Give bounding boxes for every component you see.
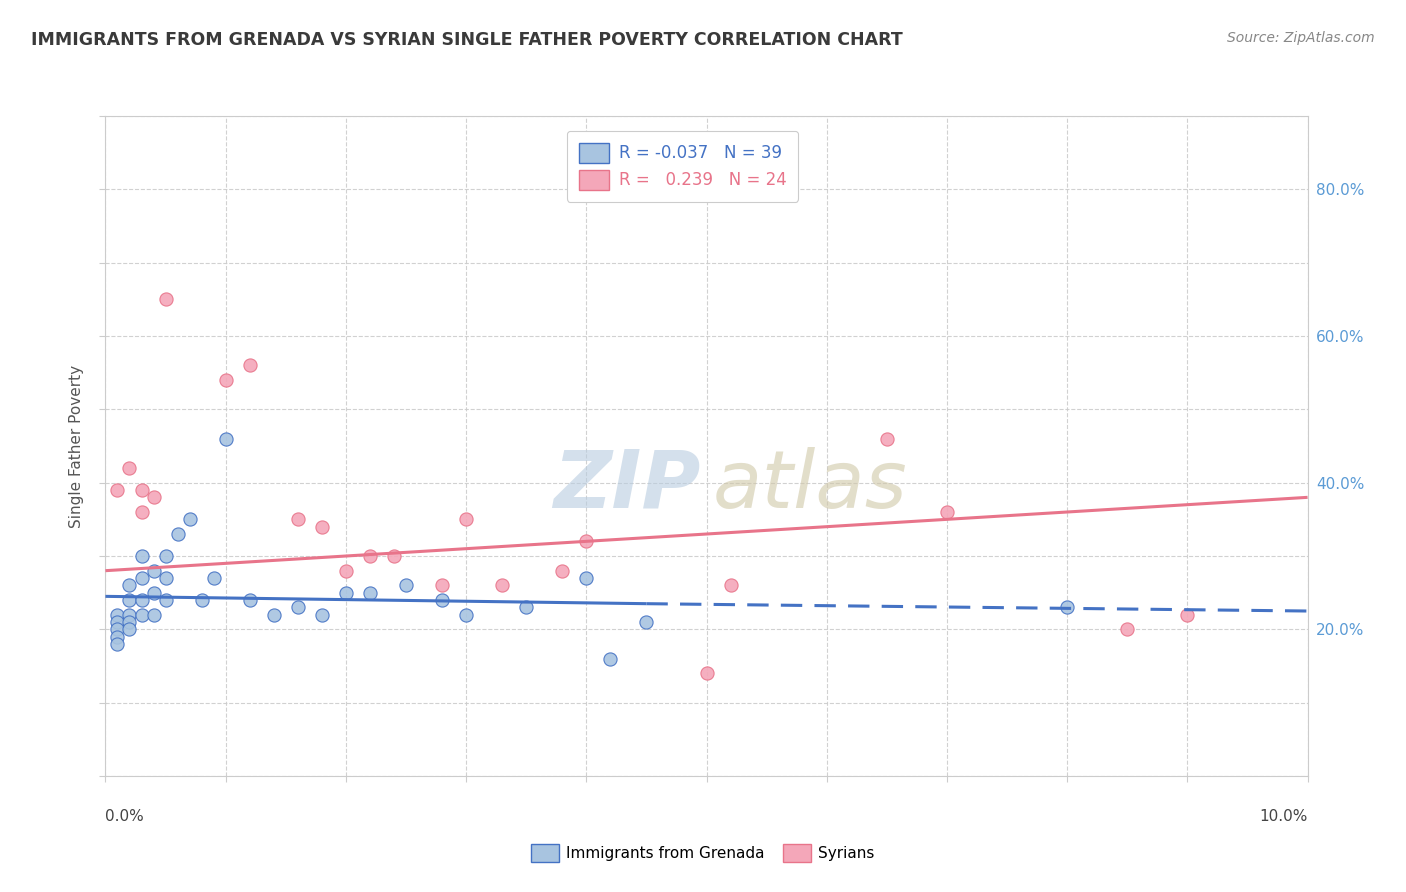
Point <box>107 623 129 637</box>
Point <box>696 666 718 681</box>
Point <box>395 578 418 592</box>
Point <box>155 593 177 607</box>
Point <box>430 593 453 607</box>
Point <box>359 549 381 563</box>
Y-axis label: Single Father Poverty: Single Father Poverty <box>69 365 84 527</box>
Point <box>454 512 477 526</box>
Point <box>190 593 212 607</box>
Point <box>575 534 598 549</box>
Point <box>142 491 165 505</box>
Point <box>335 564 357 578</box>
Point <box>118 607 141 622</box>
Point <box>636 615 658 629</box>
Point <box>491 578 513 592</box>
Point <box>214 432 236 446</box>
Point <box>1175 607 1198 622</box>
Text: atlas: atlas <box>713 447 907 524</box>
Point <box>131 607 153 622</box>
Point <box>430 578 453 592</box>
Point <box>155 549 177 563</box>
Point <box>118 615 141 629</box>
Point <box>131 549 153 563</box>
Point <box>107 630 129 644</box>
Point <box>131 483 153 497</box>
Point <box>118 623 141 637</box>
Point <box>382 549 405 563</box>
Point <box>551 564 574 578</box>
Point <box>515 600 537 615</box>
Point <box>454 607 477 622</box>
Point <box>936 505 959 519</box>
Text: 10.0%: 10.0% <box>1260 809 1308 823</box>
Point <box>359 585 381 599</box>
Point <box>239 359 262 373</box>
Point <box>214 373 236 387</box>
Text: Source: ZipAtlas.com: Source: ZipAtlas.com <box>1227 31 1375 45</box>
Text: 0.0%: 0.0% <box>105 809 145 823</box>
Point <box>107 483 129 497</box>
Legend: Immigrants from Grenada, Syrians: Immigrants from Grenada, Syrians <box>526 838 880 868</box>
Point <box>142 607 165 622</box>
Point <box>118 578 141 592</box>
Point <box>166 527 188 541</box>
Point <box>575 571 598 585</box>
Point <box>202 571 225 585</box>
Point <box>311 519 333 533</box>
Point <box>142 564 165 578</box>
Point <box>131 505 153 519</box>
Point <box>179 512 201 526</box>
Point <box>155 571 177 585</box>
Point <box>1116 623 1139 637</box>
Point <box>311 607 333 622</box>
Point <box>263 607 285 622</box>
Point <box>107 615 129 629</box>
Point <box>287 600 309 615</box>
Text: IMMIGRANTS FROM GRENADA VS SYRIAN SINGLE FATHER POVERTY CORRELATION CHART: IMMIGRANTS FROM GRENADA VS SYRIAN SINGLE… <box>31 31 903 49</box>
Point <box>720 578 742 592</box>
Point <box>599 651 621 665</box>
Point <box>131 593 153 607</box>
Point <box>118 461 141 475</box>
Point <box>118 593 141 607</box>
Legend: R = -0.037   N = 39, R =   0.239   N = 24: R = -0.037 N = 39, R = 0.239 N = 24 <box>567 131 799 202</box>
Point <box>107 637 129 651</box>
Point <box>155 293 177 307</box>
Point <box>1056 600 1078 615</box>
Point <box>107 607 129 622</box>
Point <box>131 571 153 585</box>
Point <box>876 432 898 446</box>
Point <box>239 593 262 607</box>
Point <box>287 512 309 526</box>
Text: ZIP: ZIP <box>553 447 700 524</box>
Point <box>142 585 165 599</box>
Point <box>335 585 357 599</box>
